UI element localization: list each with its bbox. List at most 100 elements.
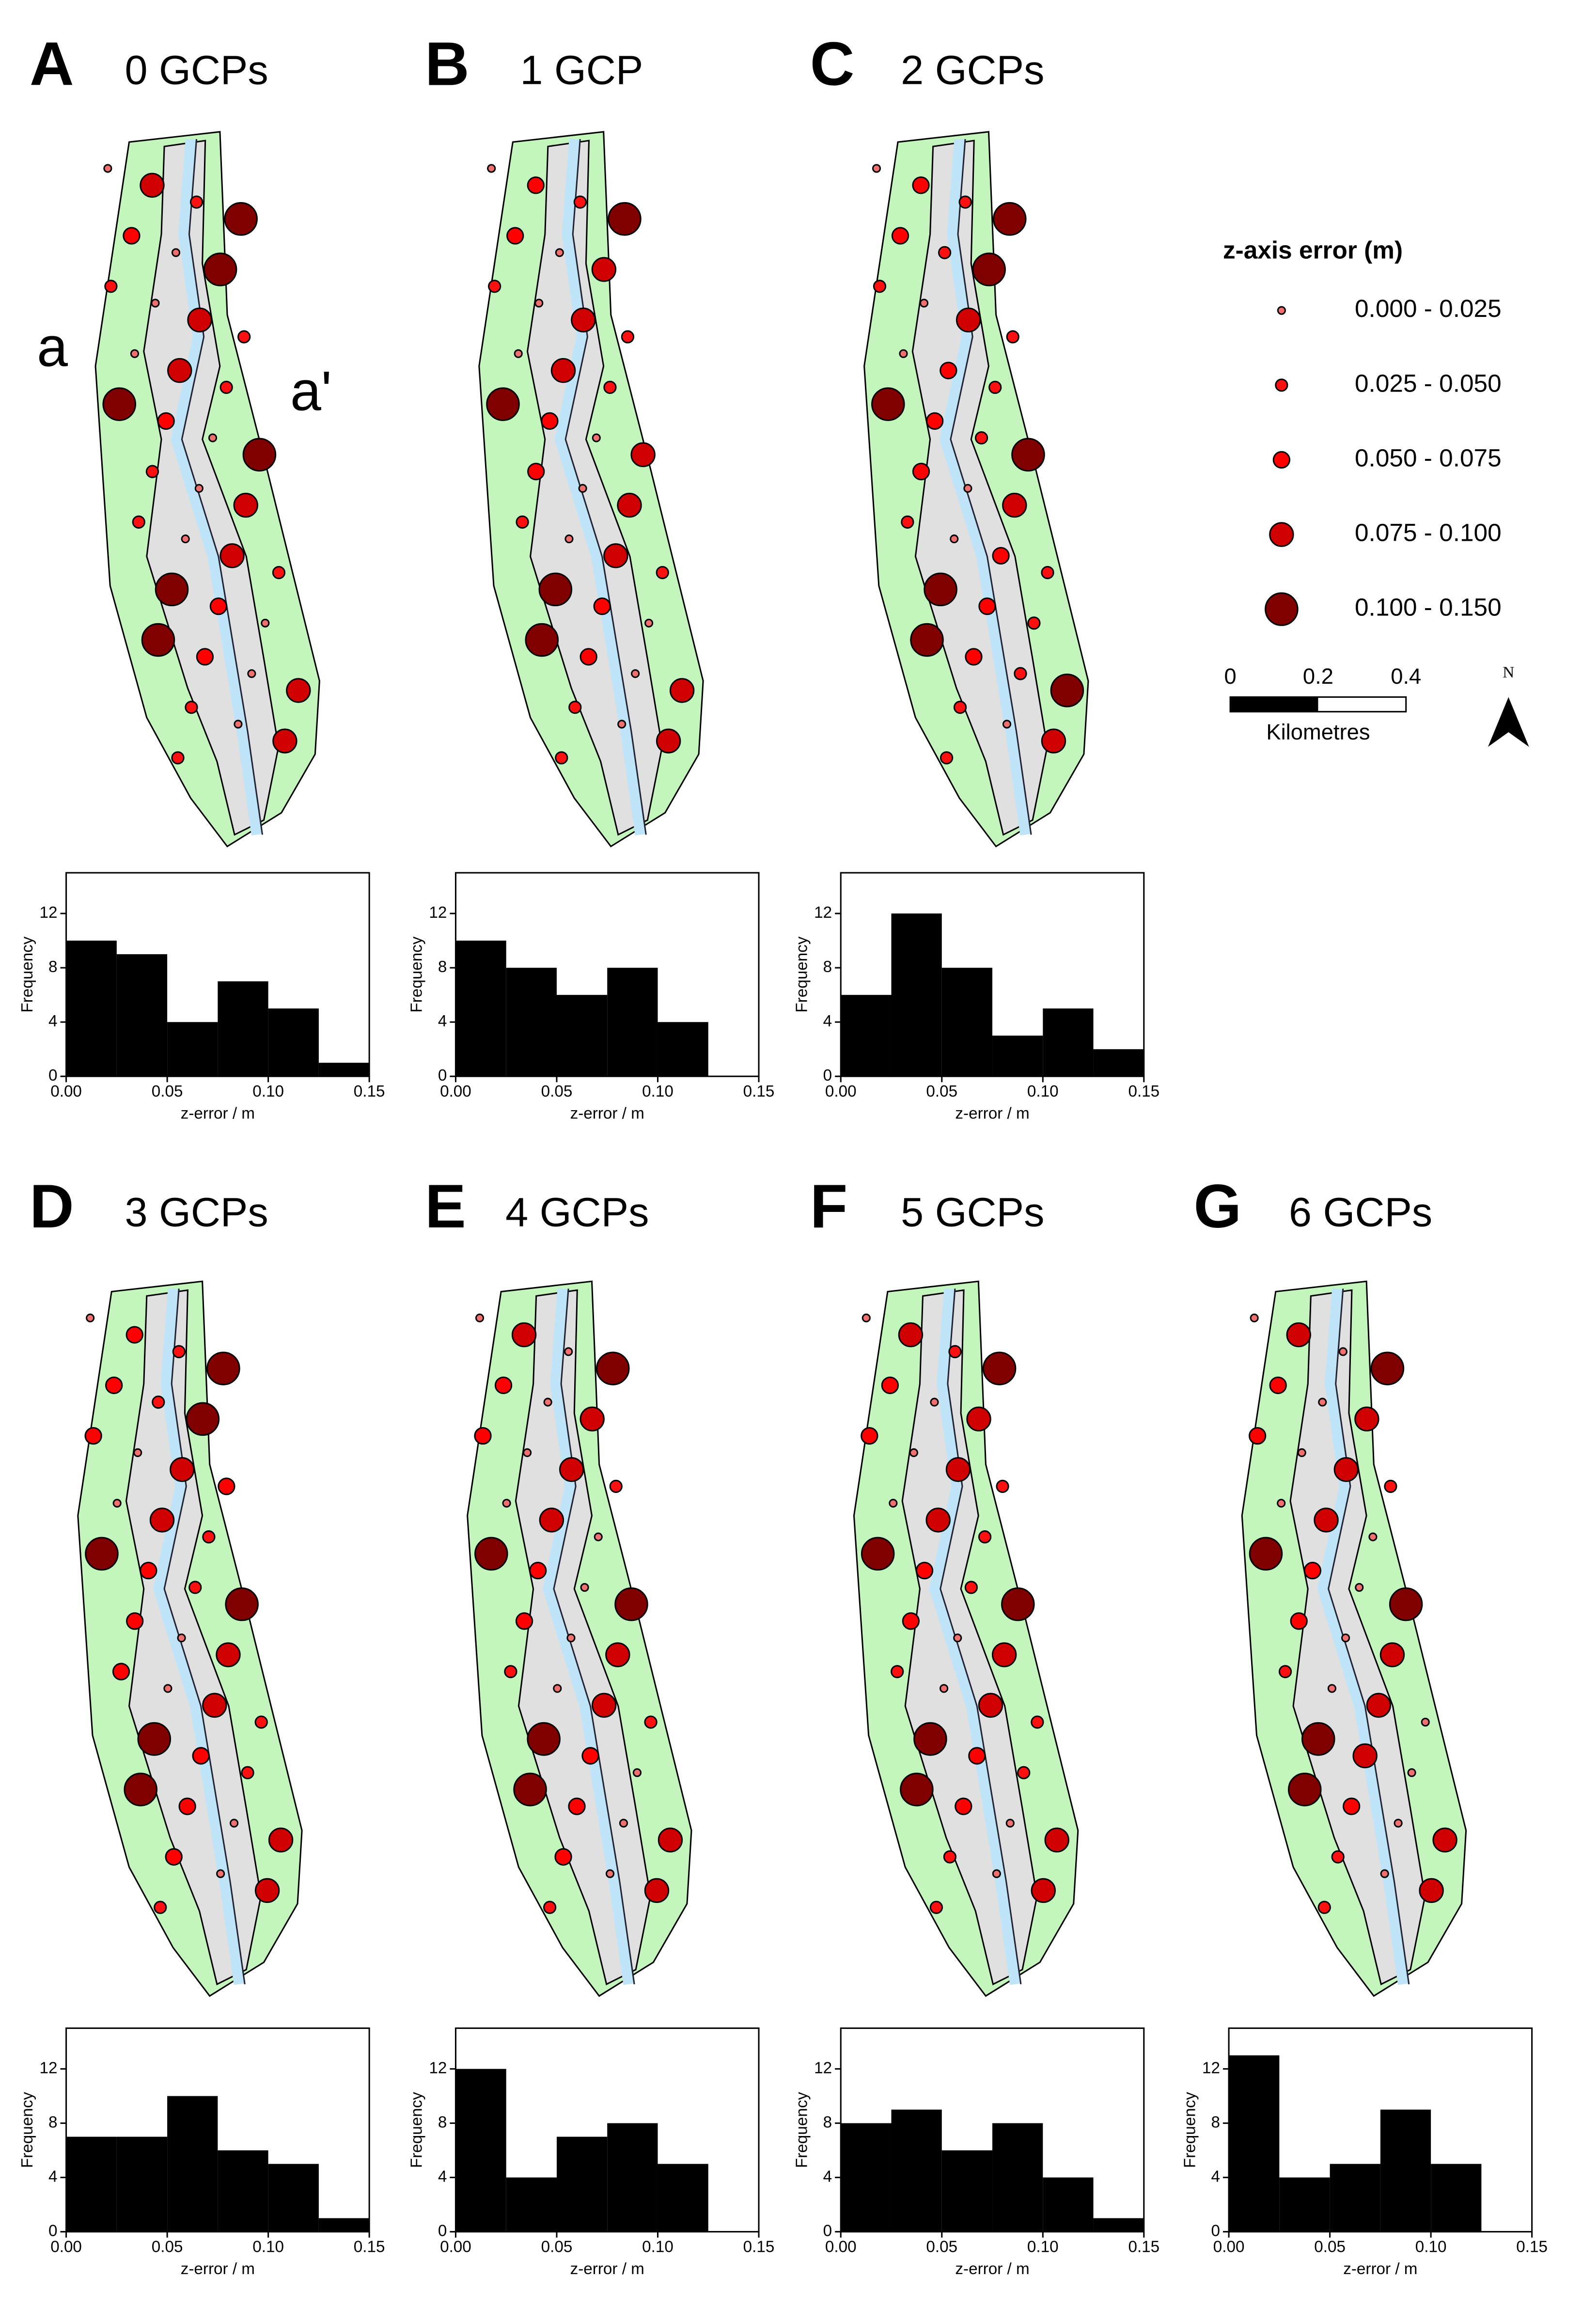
check-point (163, 1684, 172, 1693)
check-point (631, 669, 640, 678)
y-axis-label: Frequency (793, 2092, 811, 2168)
bar (607, 968, 658, 1077)
check-point (534, 298, 544, 308)
panel-letter: E (425, 1172, 466, 1241)
check-point (608, 202, 642, 236)
x-tick-label: 0.00 (440, 1083, 471, 1100)
check-point (945, 1457, 971, 1482)
check-point (1338, 1347, 1347, 1356)
check-point (899, 349, 908, 358)
check-point (474, 1537, 508, 1571)
check-point (237, 330, 251, 344)
y-axis-label: Frequency (793, 936, 811, 1012)
check-point (202, 1530, 216, 1544)
check-point (1005, 1819, 1015, 1828)
check-point (948, 1345, 962, 1358)
check-point (571, 307, 596, 333)
check-point (568, 1797, 586, 1815)
bar (167, 1022, 218, 1077)
check-point (126, 1612, 144, 1630)
x-tick-label: 0.00 (825, 2238, 857, 2256)
check-point (972, 252, 1006, 286)
axes-frame (454, 872, 760, 1077)
check-point (219, 543, 245, 568)
check-point (102, 387, 136, 421)
x-axis-label: z-error / m (955, 2260, 1029, 2278)
check-point (170, 1457, 195, 1482)
check-point (506, 227, 524, 245)
check-point (502, 1499, 511, 1508)
y-tick-label: 4 (823, 2167, 832, 2185)
check-point (216, 1869, 225, 1878)
check-point (86, 1313, 95, 1322)
river-channel (939, 139, 1031, 836)
y-tick-label: 12 (814, 2059, 832, 2077)
check-point (1303, 1562, 1322, 1580)
y-tick-label: 0 (438, 2222, 447, 2240)
check-point (140, 173, 165, 198)
bar (218, 2150, 268, 2232)
check-point (929, 1900, 943, 1914)
y-tick-label: 0 (1211, 2222, 1220, 2240)
legend-label: 0.100 - 0.150 (1355, 593, 1502, 621)
check-point (514, 349, 523, 358)
check-point (559, 1457, 584, 1482)
y-tick-label: 4 (823, 1012, 832, 1030)
check-point (619, 1819, 628, 1828)
y-tick-label: 8 (438, 2113, 447, 2131)
legend-symbol (1272, 451, 1291, 469)
x-tick-label: 0.15 (743, 2238, 775, 2256)
check-point (926, 412, 944, 430)
check-point (1389, 1587, 1423, 1621)
bar (66, 941, 117, 1077)
y-tick-label: 4 (1211, 2167, 1220, 2185)
check-point (925, 1507, 951, 1533)
check-point (578, 484, 587, 493)
x-tick-label: 0.15 (1128, 2238, 1159, 2256)
check-point (1317, 1900, 1331, 1914)
x-tick-label: 0.00 (1213, 2238, 1245, 2256)
bar (556, 2136, 608, 2232)
check-point (603, 380, 617, 394)
check-point (1301, 1722, 1335, 1756)
panel-title: 2 GCPs (901, 47, 1044, 93)
check-point (891, 227, 909, 245)
river-bed (901, 1289, 1038, 1986)
check-point (632, 1768, 642, 1777)
legend-symbol (1269, 522, 1294, 547)
check-point (940, 1684, 949, 1693)
y-tick-label: 4 (438, 2167, 447, 2185)
x-tick-label: 0.05 (152, 2238, 183, 2256)
map (863, 131, 1089, 848)
check-point (1314, 1507, 1339, 1533)
panel-letter: D (30, 1172, 74, 1241)
y-tick-label: 4 (438, 1012, 447, 1030)
check-point (103, 164, 112, 173)
north-label: N (1503, 663, 1514, 681)
bar (1380, 2109, 1431, 2232)
check-point (141, 623, 175, 657)
check-point (206, 1351, 240, 1385)
check-point (225, 1587, 259, 1621)
check-point (186, 1402, 220, 1436)
legend-label: 0.050 - 0.075 (1355, 443, 1502, 471)
check-point (1011, 438, 1045, 472)
check-point (669, 678, 695, 703)
check-point (1017, 1766, 1031, 1779)
check-point (1249, 1427, 1267, 1445)
check-point (105, 1376, 123, 1394)
check-point (861, 1427, 878, 1445)
river-bed (1289, 1289, 1426, 1986)
check-point (617, 492, 642, 518)
check-point (513, 1773, 547, 1806)
x-axis-label: z-error / m (181, 1105, 255, 1123)
river-channel-edge (553, 1288, 635, 1985)
legend-label: 0.000 - 0.025 (1355, 294, 1502, 322)
legend-title: z-axis error (m) (1223, 236, 1403, 264)
check-point (152, 1396, 165, 1409)
x-axis-label: z-error / m (955, 1105, 1029, 1123)
bar (506, 2177, 557, 2232)
river-channel (1317, 1288, 1409, 1985)
axes-frame (65, 2027, 370, 2233)
y-tick-label: 8 (823, 958, 832, 976)
